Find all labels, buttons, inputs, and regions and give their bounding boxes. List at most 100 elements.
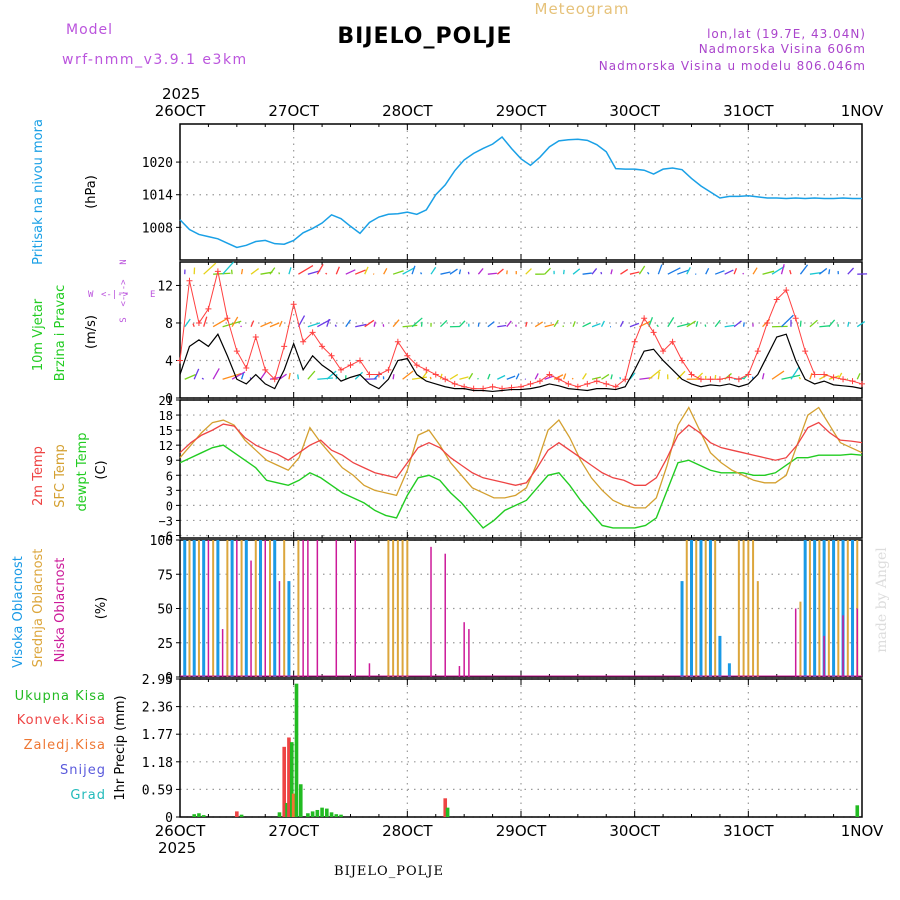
wind-barb: [572, 268, 581, 275]
wind-barb: [364, 266, 369, 275]
high-cloud-bar: [192, 540, 196, 677]
wind-barb: [326, 370, 337, 380]
mid-cloud-bar: [808, 540, 811, 677]
gust-marker: [679, 357, 686, 364]
wind-barb: [449, 373, 459, 380]
gust-marker: [707, 376, 714, 383]
mid-cloud-bar: [188, 540, 191, 677]
wind-panel: 0 4 8 12: [157, 261, 868, 407]
gust-marker: [735, 376, 742, 383]
gust-marker: [281, 343, 288, 350]
wind-barb: [648, 369, 661, 380]
wind-barb: [638, 265, 646, 275]
wind-barb: [780, 264, 785, 275]
gust-marker: [451, 380, 458, 387]
wind-barb: [307, 270, 321, 275]
total-precip-bar: [285, 802, 289, 817]
date-label-top: 31OCT: [723, 102, 774, 120]
gust-marker: [224, 315, 231, 322]
low-cloud-bar: [458, 666, 461, 677]
wind-barb: [354, 371, 363, 380]
mid-cloud-bar: [756, 581, 759, 677]
high-cloud-bar: [287, 581, 291, 677]
gust-marker: [830, 374, 837, 381]
conv-precip-bar: [282, 746, 286, 817]
high-cloud-bar: [851, 540, 855, 677]
wind-barb: [231, 316, 239, 328]
date-label-top: 27OCT: [268, 102, 319, 120]
mid-cloud-bar: [240, 540, 243, 677]
gust-marker: [356, 357, 363, 364]
total-precip-bar: [294, 683, 299, 817]
high-cloud-bar: [244, 540, 248, 677]
wind-barb: [582, 373, 587, 380]
wind-barb: [544, 267, 551, 275]
low-cloud-bar: [207, 540, 210, 677]
date-label-top: 28OCT: [382, 102, 433, 120]
wind-speed-line: [179, 333, 863, 393]
wind-barb: [203, 262, 217, 275]
wind-barb: [667, 267, 681, 275]
mid-cloud-bar: [197, 540, 200, 677]
high-cloud-bar: [273, 540, 277, 677]
gust-marker: [233, 348, 240, 355]
gust-marker: [394, 338, 401, 345]
top-date-labels: 26OCT 27OCT 28OCT 29OCT 30OCT 31OCT 1NOV: [155, 102, 884, 120]
wind-barb: [334, 324, 337, 328]
mid-cloud-bar: [268, 540, 271, 677]
wind-barb: [212, 368, 220, 380]
ytick-label: 2.36: [142, 701, 173, 716]
gust-marker: [631, 338, 638, 345]
wind-barb: [646, 271, 650, 275]
wind-barb: [733, 267, 738, 275]
gust-marker: [205, 305, 212, 312]
gust-marker: [821, 371, 828, 378]
mid-cloud-bar: [392, 540, 395, 677]
wind-barb: [364, 319, 375, 328]
gust-marker: [726, 374, 733, 381]
gust-marker: [432, 371, 439, 378]
precip-panel: 0 0.59 1.18 1.77 2.36 2.95: [142, 673, 863, 826]
wind-barb: [288, 267, 292, 275]
wind-barb: [354, 269, 366, 275]
wind-barb: [676, 370, 686, 380]
mid-cloud-bar: [846, 540, 849, 677]
panel-frame: [179, 539, 863, 678]
gust-marker: [859, 380, 865, 387]
gust-marker: [262, 366, 269, 373]
low-cloud-bar: [278, 581, 281, 677]
legend-hail: Grad: [70, 788, 106, 803]
wind-barb: [192, 323, 195, 327]
wind-ylabel-1: 10m Vjetar: [31, 298, 46, 371]
ytick-label: 25: [157, 637, 173, 652]
wind-barb: [619, 376, 622, 380]
temp-ylabel-1: 2m Temp: [31, 446, 46, 506]
wind-barb: [553, 319, 559, 328]
wind-barb: [402, 324, 418, 328]
wind-barb: [222, 372, 242, 380]
mid-cloud-bar: [837, 540, 840, 677]
total-precip-bar: [445, 807, 450, 817]
gust-marker: [186, 277, 193, 284]
ytick-label: 0: [166, 499, 173, 513]
legend-total-rain: Ukupna Kisa: [15, 689, 106, 704]
wind-barb: [562, 325, 565, 328]
gust-marker: [214, 268, 221, 275]
low-cloud-bar: [856, 608, 859, 677]
mid-cloud-bar: [387, 540, 390, 677]
mid-cloud-bar: [695, 540, 698, 677]
ytick-label: 100: [150, 534, 173, 549]
wind-barb: [799, 320, 802, 327]
compass-w-label: W: [88, 290, 94, 300]
gust-marker: [527, 380, 534, 387]
wind-barb: [629, 322, 640, 328]
gust-marker: [802, 348, 809, 355]
wind-barb: [762, 270, 775, 275]
wind-barb: [724, 269, 734, 275]
wind-barb: [686, 320, 696, 328]
wind-barb: [705, 267, 710, 275]
compass-n-label: N: [119, 259, 129, 264]
wind-barb: [383, 268, 388, 275]
cloud-unit: (%): [94, 597, 109, 620]
